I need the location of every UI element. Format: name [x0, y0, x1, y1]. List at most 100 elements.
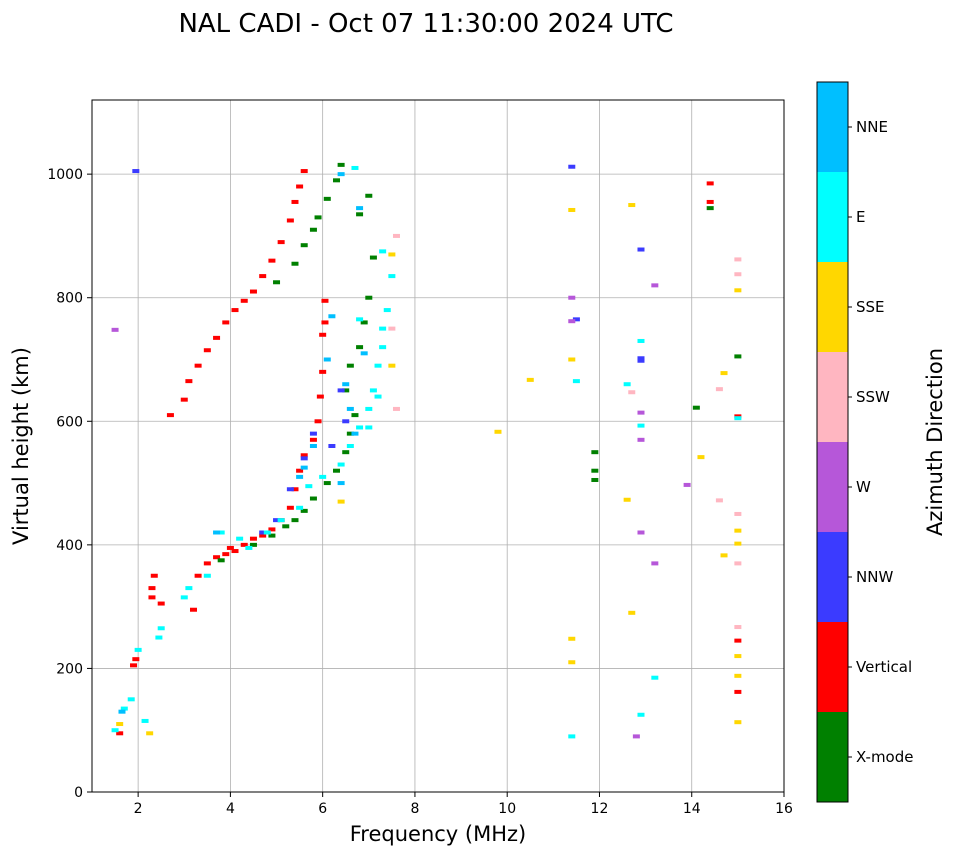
- data-point: [651, 283, 659, 288]
- data-point: [632, 734, 640, 739]
- data-point: [268, 258, 276, 263]
- data-point: [222, 320, 230, 325]
- data-point: [365, 295, 373, 300]
- colorbar-frame: [816, 81, 849, 803]
- series-e: [111, 165, 742, 739]
- x-tick-label: 8: [410, 801, 419, 817]
- data-point: [637, 530, 645, 535]
- data-point: [388, 252, 396, 257]
- data-point: [388, 326, 396, 331]
- data-point: [734, 541, 742, 546]
- data-point: [715, 387, 723, 392]
- data-point: [734, 689, 742, 694]
- series-x-mode: [217, 162, 742, 563]
- data-point: [692, 405, 700, 410]
- data-point: [180, 397, 188, 402]
- data-point: [342, 382, 350, 387]
- data-point: [249, 536, 257, 541]
- colorbar-segment: [817, 172, 848, 262]
- data-point: [360, 320, 368, 325]
- data-point: [268, 533, 276, 538]
- data-point: [185, 586, 193, 591]
- data-point: [379, 345, 387, 350]
- data-point: [388, 363, 396, 368]
- data-point: [323, 357, 331, 362]
- data-point: [296, 474, 304, 479]
- data-point: [346, 431, 354, 436]
- data-point: [568, 660, 576, 665]
- y-tick-label: 600: [56, 414, 83, 430]
- colorbar-segment: [817, 82, 848, 172]
- data-point: [568, 207, 576, 212]
- data-point: [637, 437, 645, 442]
- data-point: [286, 505, 294, 510]
- plot-background: [92, 100, 784, 792]
- data-point: [146, 731, 154, 736]
- x-tick-label: 6: [318, 801, 327, 817]
- colorbar-tick-label: X-mode: [856, 748, 913, 766]
- data-point: [286, 487, 294, 492]
- data-point: [360, 351, 368, 356]
- data-point: [734, 288, 742, 293]
- x-tick-label: 16: [775, 801, 793, 817]
- y-axis-ticks: 0 200 400 600 800 1000: [47, 167, 92, 801]
- data-point: [157, 601, 165, 606]
- data-point: [342, 450, 350, 455]
- data-point: [494, 429, 502, 434]
- data-point: [185, 379, 193, 384]
- data-point: [706, 206, 714, 211]
- data-point: [118, 709, 126, 714]
- data-point: [296, 468, 304, 473]
- plot-area: 2 4 6 8 10 12 14 16 0 200 400 600 800 1000: [47, 99, 793, 817]
- series-nne: [118, 172, 368, 714]
- data-point: [203, 348, 211, 353]
- data-point: [734, 638, 742, 643]
- colorbar-segment: [817, 442, 848, 532]
- data-point: [572, 379, 580, 384]
- data-point: [333, 178, 341, 183]
- data-point: [333, 468, 341, 473]
- data-point: [222, 552, 230, 557]
- colorbar-tick-label: SSE: [856, 298, 885, 316]
- data-point: [628, 203, 636, 208]
- data-point: [568, 734, 576, 739]
- data-point: [321, 298, 329, 303]
- data-point: [637, 712, 645, 717]
- data-point: [734, 354, 742, 359]
- data-point: [277, 518, 285, 523]
- data-point: [296, 505, 304, 510]
- data-point: [217, 530, 225, 535]
- data-point: [379, 249, 387, 254]
- data-point: [300, 243, 308, 248]
- data-point: [291, 487, 299, 492]
- data-point: [259, 274, 267, 279]
- data-point: [249, 289, 257, 294]
- x-tick-label: 2: [134, 801, 143, 817]
- series-ssw: [388, 233, 742, 630]
- data-point: [314, 419, 322, 424]
- data-point: [305, 484, 313, 489]
- data-point: [342, 388, 350, 393]
- data-point: [337, 388, 345, 393]
- colorbar-tick-label: NNW: [856, 568, 893, 586]
- data-point: [213, 335, 221, 340]
- colorbar-segment: [817, 532, 848, 622]
- data-point: [166, 413, 174, 418]
- data-point: [203, 573, 211, 578]
- data-point: [706, 199, 714, 204]
- data-point: [734, 673, 742, 678]
- data-point: [591, 450, 599, 455]
- y-tick-label: 200: [56, 661, 83, 677]
- data-point: [291, 261, 299, 266]
- data-point: [148, 595, 156, 600]
- data-point: [240, 542, 248, 547]
- data-point: [337, 172, 345, 177]
- data-point: [130, 663, 138, 668]
- data-point: [351, 165, 359, 170]
- series-sse: [116, 203, 742, 736]
- data-point: [568, 164, 576, 169]
- data-point: [337, 499, 345, 504]
- data-point: [300, 453, 308, 458]
- data-point: [217, 558, 225, 563]
- data-point: [374, 394, 382, 399]
